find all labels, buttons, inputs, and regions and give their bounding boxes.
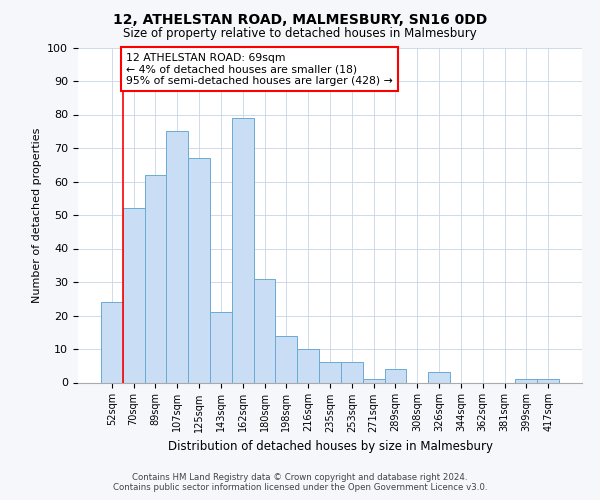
- Text: Size of property relative to detached houses in Malmesbury: Size of property relative to detached ho…: [123, 28, 477, 40]
- Bar: [254, 278, 275, 382]
- Text: 12, ATHELSTAN ROAD, MALMESBURY, SN16 0DD: 12, ATHELSTAN ROAD, MALMESBURY, SN16 0DD: [113, 12, 487, 26]
- Text: Contains HM Land Registry data © Crown copyright and database right 2024.
Contai: Contains HM Land Registry data © Crown c…: [113, 473, 487, 492]
- Bar: [363, 379, 385, 382]
- Bar: [232, 118, 254, 382]
- Bar: [123, 208, 145, 382]
- Bar: [275, 336, 297, 382]
- Y-axis label: Number of detached properties: Number of detached properties: [32, 128, 42, 302]
- Bar: [188, 158, 210, 382]
- Bar: [319, 362, 341, 382]
- Bar: [537, 379, 559, 382]
- Bar: [297, 349, 319, 382]
- Bar: [210, 312, 232, 382]
- Bar: [166, 131, 188, 382]
- Bar: [385, 369, 406, 382]
- Bar: [428, 372, 450, 382]
- Bar: [101, 302, 123, 382]
- Bar: [341, 362, 363, 382]
- Bar: [145, 175, 166, 382]
- X-axis label: Distribution of detached houses by size in Malmesbury: Distribution of detached houses by size …: [167, 440, 493, 453]
- Text: 12 ATHELSTAN ROAD: 69sqm
← 4% of detached houses are smaller (18)
95% of semi-de: 12 ATHELSTAN ROAD: 69sqm ← 4% of detache…: [126, 52, 393, 86]
- Bar: [515, 379, 537, 382]
